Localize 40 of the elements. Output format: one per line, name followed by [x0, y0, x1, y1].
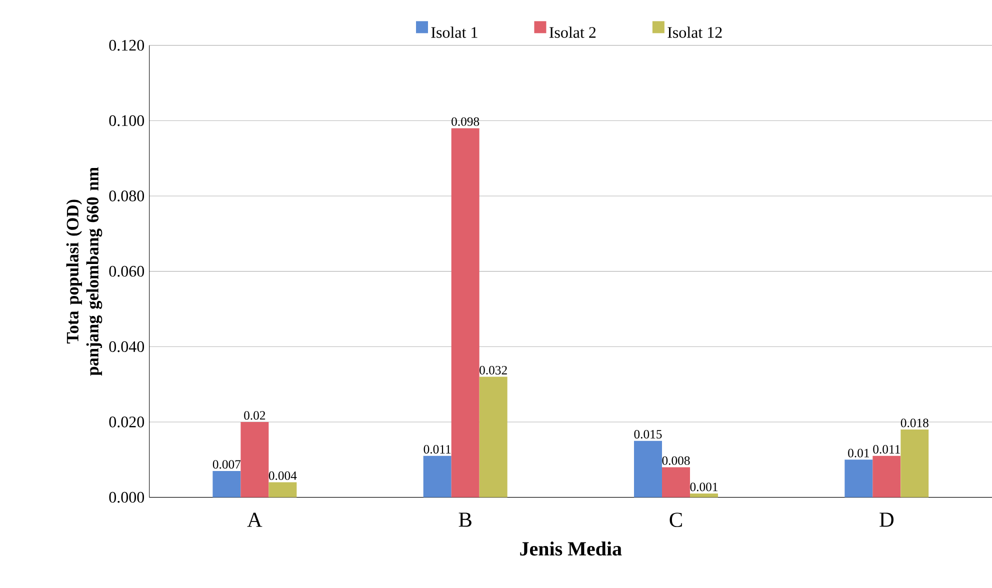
x-tick-label: D [880, 512, 894, 527]
bar [634, 440, 662, 498]
bar [423, 456, 452, 498]
data-label: 0.01 [848, 448, 869, 458]
bar [212, 470, 241, 498]
bar [844, 460, 873, 498]
y-tick-label: 0.120 [109, 40, 144, 51]
bar [268, 482, 297, 498]
y-tick-label: 0.020 [109, 416, 144, 428]
data-label: 0.02 [244, 411, 266, 420]
data-label: 0.032 [480, 366, 507, 375]
x-tick-label: A [247, 512, 262, 527]
y-tick-label: 0.000 [109, 492, 144, 503]
legend-label: Isolat 2 [549, 26, 596, 38]
y-axis-title: Tota populasi (OD) panjang gelombang 660 nm [66, 167, 102, 376]
data-label: 0.011 [873, 445, 900, 454]
data-label: 0.015 [634, 430, 662, 439]
data-label: 0.098 [452, 117, 480, 126]
data-label: 0.018 [900, 418, 928, 428]
y-tick-label: 0.060 [109, 266, 144, 277]
data-label: 0.007 [212, 460, 241, 469]
bar [900, 430, 929, 498]
data-label: 0.011 [424, 445, 451, 454]
data-label: 0.001 [690, 482, 718, 492]
x-axis-title: Jenis Media [520, 542, 622, 556]
bar [662, 467, 690, 498]
y-tick-label: 0.040 [109, 341, 144, 352]
legend-label: Isolat 1 [431, 26, 478, 38]
bar [872, 456, 901, 498]
x-tick-label: C [670, 512, 682, 528]
data-label: 0.004 [268, 471, 297, 480]
y-tick-label: 0.100 [109, 115, 144, 126]
bar [451, 128, 480, 498]
y-tick-label: 0.080 [109, 190, 144, 202]
bar [240, 422, 269, 498]
bar [479, 376, 508, 498]
data-label: 0.008 [662, 456, 690, 465]
bar [690, 494, 718, 498]
x-tick-label: B [458, 512, 472, 527]
legend-label: Isolat 12 [668, 26, 722, 38]
